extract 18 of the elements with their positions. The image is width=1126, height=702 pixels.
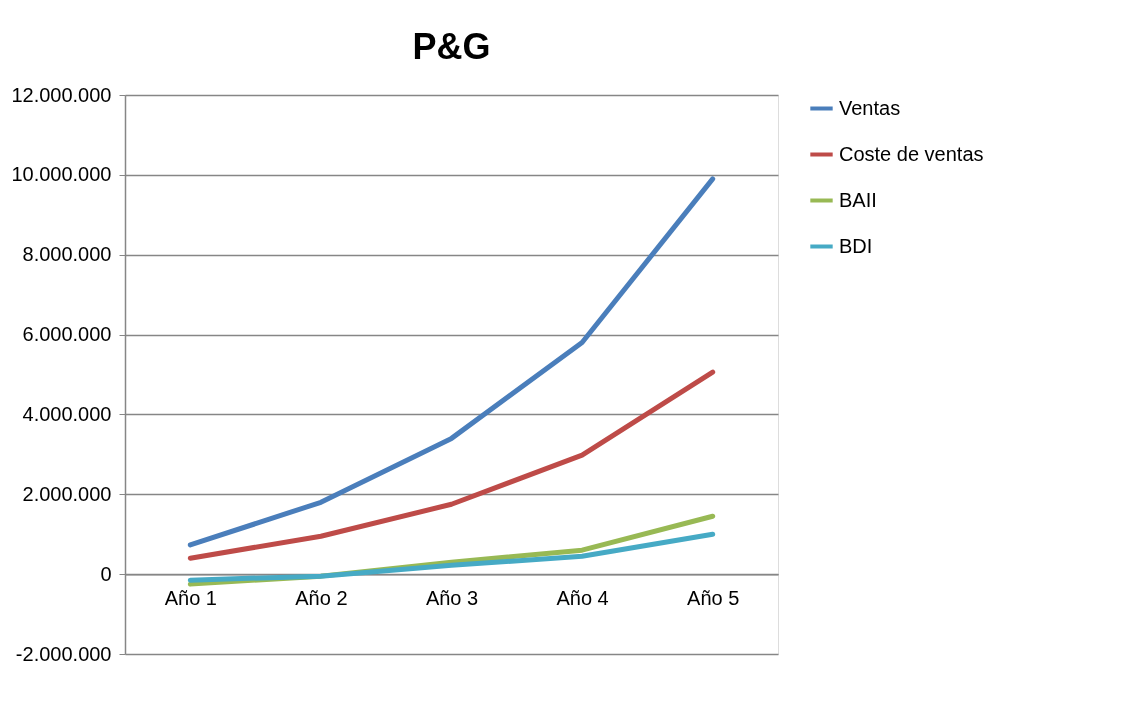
legend-label: Coste de ventas: [839, 142, 984, 165]
legend-label: BDI: [839, 234, 873, 257]
legend-label: BAII: [839, 188, 877, 211]
y-tick-label: 8.000.000: [22, 243, 112, 266]
legend-label: Ventas: [839, 96, 901, 119]
x-tick-label: Año 2: [295, 586, 348, 609]
y-tick-label: -2.000.000: [15, 642, 112, 665]
x-tick-label: Año 1: [164, 586, 217, 609]
y-tick-label: 0: [100, 562, 112, 585]
x-tick-label: Año 5: [687, 586, 740, 609]
y-tick-label: 12.000.000: [11, 83, 112, 106]
y-tick-label: 4.000.000: [22, 402, 112, 425]
x-tick-label: Año 4: [556, 586, 609, 609]
x-tick-label: Año 3: [425, 586, 479, 609]
chart-title: P&G: [412, 26, 491, 67]
y-tick-label: 2.000.000: [22, 482, 112, 505]
y-tick-label: 6.000.000: [22, 323, 112, 346]
y-tick-label: 10.000.000: [11, 163, 112, 186]
